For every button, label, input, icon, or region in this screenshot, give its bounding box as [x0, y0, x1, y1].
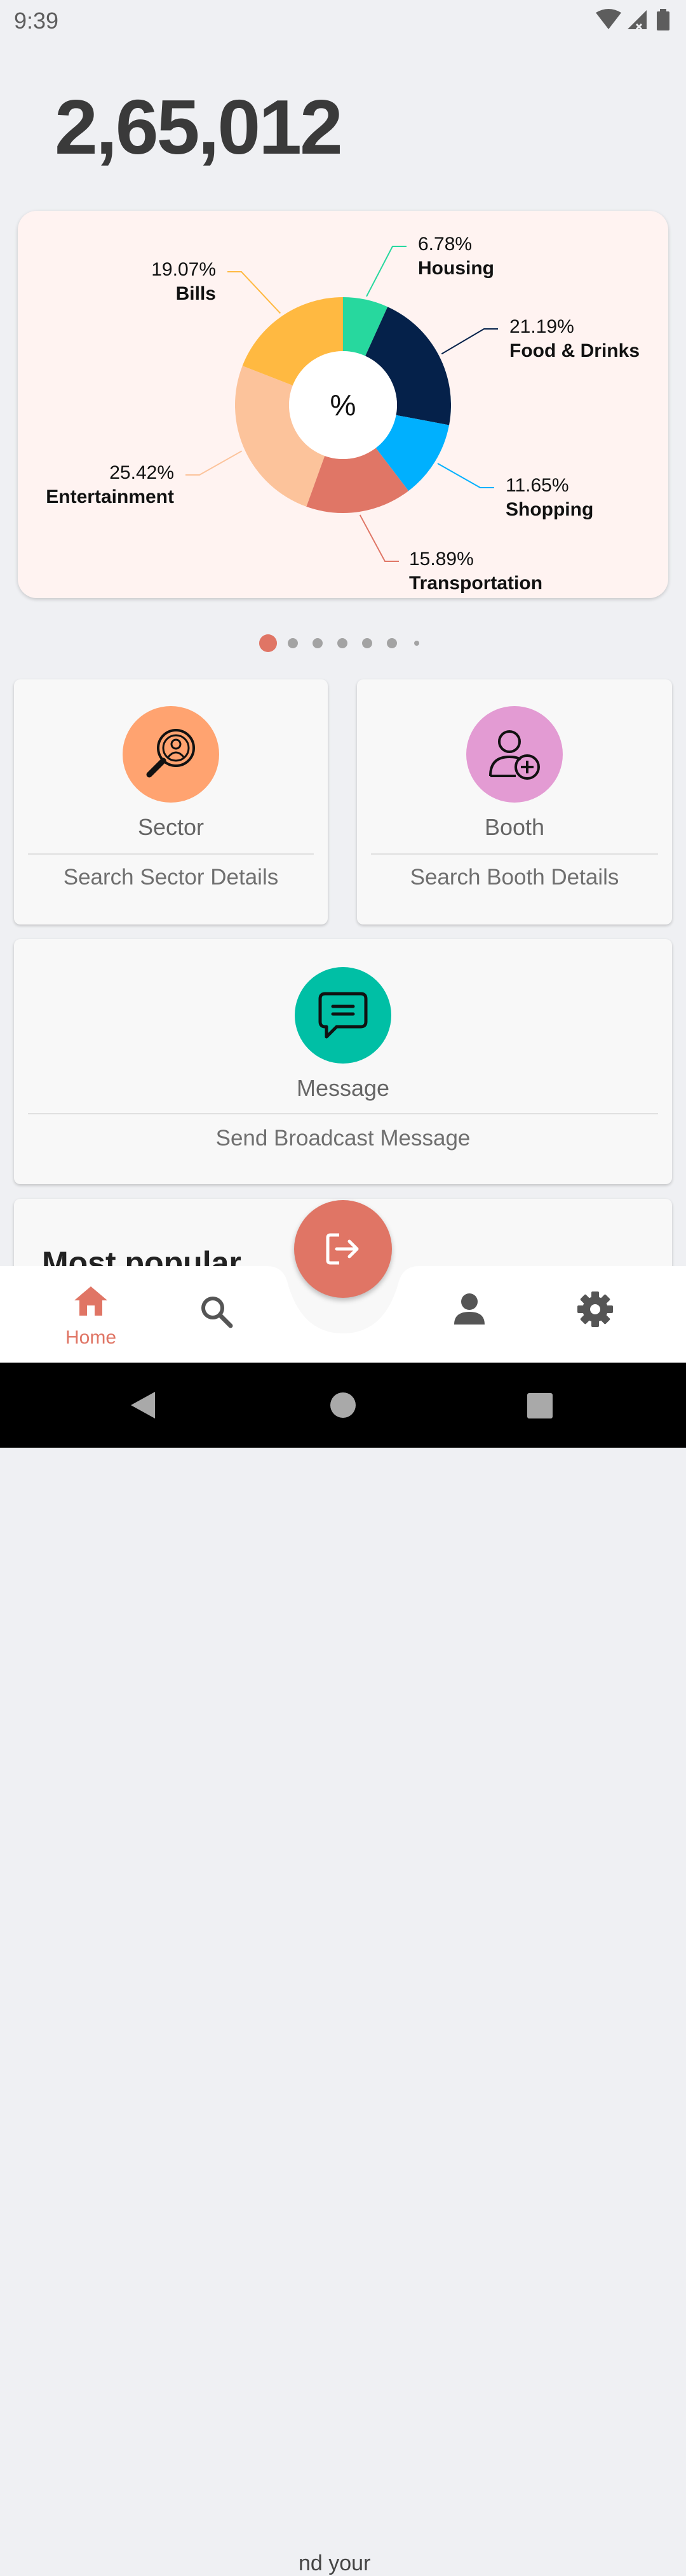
- pie-chart: 6.78% Housing 21.19% Food & Drinks 11.65% Sho…: [46, 234, 640, 594]
- logout-icon: [326, 1233, 359, 1265]
- message-title: Message: [296, 1075, 390, 1101]
- booth-divider: [371, 853, 658, 855]
- pie-center-label: %: [330, 389, 356, 422]
- pager-dot[interactable]: [387, 638, 397, 648]
- status-icons: [596, 9, 669, 30]
- slice-percent-label: 19.07%: [151, 259, 216, 280]
- search-person-icon: [146, 729, 195, 778]
- pager-dot[interactable]: [414, 641, 419, 646]
- booth-subtitle: Search Booth Details: [410, 865, 619, 890]
- popular-peek-text: nd your: [299, 2551, 371, 2575]
- nav-home[interactable]: Home: [43, 1266, 138, 1363]
- system-nav-bar: [0, 1363, 686, 1448]
- nav-search[interactable]: [169, 1266, 264, 1363]
- leader-line: [359, 514, 399, 562]
- chat-icon: [318, 992, 368, 1039]
- message-divider: [28, 1113, 658, 1114]
- slice-category-label: Shopping: [506, 499, 593, 520]
- logout-fab[interactable]: [294, 1200, 392, 1298]
- slice-percent-label: 11.65%: [506, 475, 569, 496]
- pie-slice-food-drinks[interactable]: [365, 307, 451, 425]
- bottom-nav-background: [0, 1266, 686, 1363]
- sector-divider: [28, 853, 314, 855]
- pie-slice-bills[interactable]: [242, 297, 343, 386]
- slice-percent-label: 6.78%: [418, 234, 472, 255]
- pager-dot[interactable]: [259, 634, 277, 652]
- back-button: [131, 1392, 155, 1418]
- leader-line: [441, 328, 498, 355]
- home-button: [330, 1392, 356, 1418]
- leader-line: [185, 450, 243, 476]
- nav-settings[interactable]: [548, 1266, 643, 1363]
- sector-subtitle: Search Sector Details: [63, 865, 279, 890]
- add-user-icon: [489, 730, 540, 780]
- leader-line: [227, 271, 281, 314]
- nav-profile[interactable]: [422, 1266, 517, 1363]
- leader-line: [366, 246, 407, 297]
- pager-dot[interactable]: [362, 638, 372, 648]
- search-icon: [201, 1297, 233, 1328]
- pie-slice-housing[interactable]: [343, 297, 388, 356]
- pager-dot[interactable]: [288, 638, 298, 648]
- pager-dots[interactable]: [0, 632, 686, 657]
- settings-icon: [577, 1291, 613, 1327]
- recents-button: [527, 1393, 553, 1418]
- home-icon: [74, 1286, 107, 1316]
- chart-card[interactable]: 6.78% Housing 21.19% Food & Drinks 11.65% Sho…: [18, 211, 668, 598]
- pie-slice-transportation[interactable]: [306, 448, 409, 513]
- slice-category-label: Housing: [418, 258, 494, 279]
- sector-card[interactable]: Sector Search Sector Details: [14, 679, 328, 924]
- status-bar: 9:39: [0, 0, 686, 42]
- slice-category-label: Transportation: [409, 573, 542, 594]
- battery-icon: [657, 11, 669, 30]
- slice-category-label: Entertainment: [46, 486, 174, 507]
- pie-slice-entertainment[interactable]: [235, 366, 325, 507]
- booth-title: Booth: [484, 814, 545, 840]
- system-nav-buttons: [131, 1392, 553, 1418]
- booth-icon-circle: [466, 706, 563, 803]
- pager-dot[interactable]: [313, 638, 323, 648]
- pie-slice-shopping[interactable]: [375, 415, 450, 491]
- status-time: 9:39: [14, 8, 59, 34]
- message-card[interactable]: Message Send Broadcast Message: [14, 939, 672, 1184]
- message-subtitle: Send Broadcast Message: [215, 1126, 471, 1151]
- sector-title: Sector: [137, 814, 205, 840]
- person-icon: [454, 1293, 485, 1325]
- message-icon-circle: [295, 967, 391, 1064]
- sector-icon-circle: [123, 706, 219, 803]
- pager-dot[interactable]: [337, 638, 347, 648]
- total-count: 2,65,012: [55, 84, 343, 170]
- wifi-icon: [596, 9, 621, 29]
- nav-home-label: Home: [65, 1327, 117, 1348]
- signal-icon: [628, 10, 647, 29]
- slice-category-label: Bills: [176, 283, 216, 304]
- leader-line: [437, 462, 494, 488]
- slice-percent-label: 25.42%: [109, 462, 174, 483]
- slice-category-label: Food & Drinks: [509, 340, 640, 361]
- slice-percent-label: 21.19%: [509, 316, 574, 337]
- slice-percent-label: 15.89%: [409, 549, 474, 570]
- booth-card[interactable]: Booth Search Booth Details: [357, 679, 672, 924]
- pie-center: [289, 351, 397, 459]
